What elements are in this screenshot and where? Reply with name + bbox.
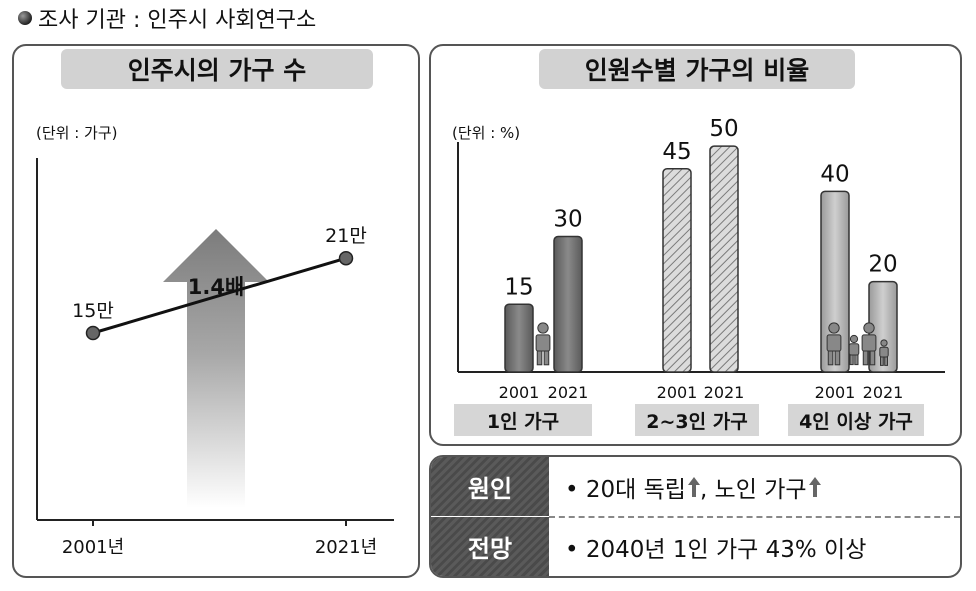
person-head bbox=[537, 322, 549, 334]
data-label: 15만 bbox=[72, 300, 114, 322]
bar-value-label: 40 bbox=[820, 161, 849, 187]
outlook-row: 전망 • 2040년 1인 가구 43% 이상 bbox=[431, 517, 960, 576]
bar-value-label: 30 bbox=[553, 207, 582, 233]
person-leg bbox=[827, 350, 834, 366]
outlook-heading: 전망 bbox=[431, 517, 549, 576]
year-tick-label: 2001 bbox=[499, 383, 540, 402]
x-tick-label: 2021년 bbox=[315, 537, 377, 558]
household-count-unit: (단위 : 가구) bbox=[36, 124, 118, 142]
cause-heading: 원인 bbox=[431, 457, 549, 516]
data-point bbox=[85, 325, 101, 341]
outlook-text: • 2040년 1인 가구 43% 이상 bbox=[565, 536, 867, 563]
person-body bbox=[879, 346, 889, 358]
bar bbox=[709, 145, 739, 373]
person-leg bbox=[849, 354, 854, 366]
person-leg bbox=[884, 356, 889, 366]
source-text: 조사 기관 : 인주시 사회연구소 bbox=[38, 8, 317, 33]
person-icon bbox=[879, 339, 889, 366]
person-head bbox=[863, 322, 875, 334]
household-ratio-unit: (단위 : %) bbox=[452, 124, 521, 142]
household-ratio-panel: 인원수별 가구의 비율 (단위 : %) 15 2001 30 2021 45 2001 5… bbox=[429, 44, 962, 446]
series-line bbox=[92, 256, 347, 335]
person-head bbox=[880, 339, 888, 347]
bar-value-label: 15 bbox=[504, 274, 533, 300]
bar-value-label: 45 bbox=[662, 139, 691, 165]
x-tick-label: 2001년 bbox=[62, 537, 124, 558]
info-divider bbox=[549, 516, 960, 518]
person-body bbox=[826, 334, 842, 352]
up-arrow-icon bbox=[687, 476, 700, 497]
person-leg bbox=[862, 350, 869, 366]
source-line: 조사 기관 : 인주시 사회연구소 bbox=[18, 4, 317, 33]
person-leg bbox=[880, 356, 884, 366]
bar bbox=[504, 303, 534, 373]
growth-ratio-label: 1.4배 bbox=[188, 275, 245, 299]
bar-value-label: 50 bbox=[709, 116, 738, 142]
year-tick-label: 2021 bbox=[704, 383, 745, 402]
person-body bbox=[535, 334, 551, 352]
person-leg bbox=[834, 350, 841, 366]
cause-row: 원인 • 20대 독립 , 노인 가구 bbox=[431, 457, 960, 516]
bar bbox=[553, 235, 583, 373]
household-ratio-bar-chart: 15 2001 30 2021 45 2001 50 2021 40 2001 20 2021 bbox=[457, 116, 945, 402]
cause-text-part2: , 노인 가구 bbox=[699, 476, 807, 503]
household-count-line-chart: 1.4배 2001년 2021년 15만 21만 bbox=[36, 158, 394, 558]
person-head bbox=[849, 334, 859, 344]
year-tick-label: 2021 bbox=[863, 383, 904, 402]
bullet-icon bbox=[18, 11, 32, 25]
person-leg bbox=[536, 350, 543, 366]
person-leg bbox=[543, 350, 550, 366]
household-count-title: 인주시의 가구 수 bbox=[61, 49, 373, 89]
category-label: 1인 가구 bbox=[454, 404, 592, 436]
bar bbox=[820, 190, 850, 373]
data-point bbox=[338, 250, 354, 266]
person-body bbox=[861, 334, 877, 352]
person-body bbox=[848, 343, 860, 356]
bar-value-label: 20 bbox=[868, 252, 897, 278]
cause-text: • 20대 독립 , 노인 가구 bbox=[565, 457, 821, 516]
person-leg bbox=[854, 354, 859, 366]
household-count-panel: 인주시의 가구 수 (단위 : 가구) 1.4배 2001년 2021년 15만 21만 bbox=[12, 44, 420, 578]
category-label: 4인 이상 가구 bbox=[788, 404, 924, 436]
data-label: 21만 bbox=[325, 225, 367, 247]
person-icon bbox=[848, 334, 860, 366]
person-icon bbox=[861, 322, 877, 366]
person-head bbox=[828, 322, 840, 334]
year-tick-label: 2001 bbox=[657, 383, 698, 402]
person-leg bbox=[869, 350, 876, 366]
person-icon bbox=[826, 322, 842, 366]
family-icon bbox=[826, 322, 889, 366]
info-box: 원인 • 20대 독립 , 노인 가구 전망 • 2040년 1인 가구 43%… bbox=[429, 455, 962, 578]
person-icon bbox=[535, 322, 551, 366]
growth-arrow-icon bbox=[163, 229, 269, 508]
up-arrow-icon bbox=[808, 476, 821, 497]
year-tick-label: 2001 bbox=[815, 383, 856, 402]
year-tick-label: 2021 bbox=[548, 383, 589, 402]
cause-text-part1: • 20대 독립 bbox=[565, 476, 686, 503]
household-ratio-title: 인원수별 가구의 비율 bbox=[539, 49, 855, 89]
category-label: 2~3인 가구 bbox=[635, 404, 759, 436]
bar bbox=[662, 168, 692, 373]
